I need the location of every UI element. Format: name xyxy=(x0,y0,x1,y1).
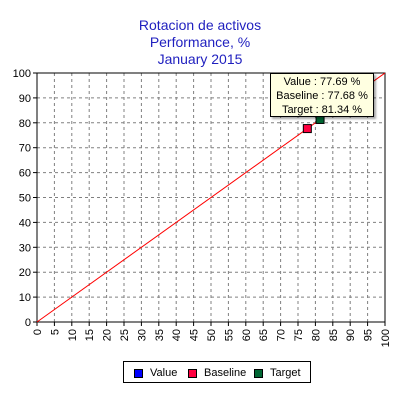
tooltip-value: Value : 77.69 % xyxy=(283,76,361,88)
legend-label-baseline: Baseline xyxy=(204,367,247,379)
x-tick-label: 35 xyxy=(154,329,166,341)
x-tick-label: 10 xyxy=(67,329,79,341)
y-tick-label: 70 xyxy=(19,143,31,155)
y-tick-label: 60 xyxy=(19,168,31,180)
y-tick-label: 90 xyxy=(19,93,31,105)
y-tick-label: 100 xyxy=(13,68,31,80)
y-tick-label: 20 xyxy=(19,267,31,279)
x-tick-label: 100 xyxy=(380,329,392,347)
legend: Value Baseline Target xyxy=(123,361,311,383)
y-tick-label: 10 xyxy=(19,292,31,304)
x-tick-label: 55 xyxy=(223,329,235,341)
x-tick-label: 25 xyxy=(119,329,131,341)
x-tick-label: 80 xyxy=(310,329,322,341)
x-tick-label: 90 xyxy=(345,329,357,341)
y-tick-label: 0 xyxy=(25,317,31,329)
x-tick-label: 75 xyxy=(293,329,305,341)
x-tick-label: 30 xyxy=(136,329,148,341)
legend-swatch-target xyxy=(254,369,263,378)
x-tick-label: 45 xyxy=(189,329,201,341)
legend-label-target: Target xyxy=(270,367,301,379)
x-tick-label: 95 xyxy=(363,329,375,341)
chart-title-line-3: January 2015 xyxy=(157,51,243,67)
y-tick-label: 30 xyxy=(19,242,31,254)
chart-title-line-1: Rotacion de activos xyxy=(138,17,262,33)
x-tick-label: 50 xyxy=(206,329,218,341)
legend-swatch-baseline xyxy=(188,369,197,378)
y-tick-label: 80 xyxy=(19,118,31,130)
x-tick-label: 0 xyxy=(32,329,44,335)
x-tick-label: 70 xyxy=(276,329,288,341)
data-tooltip: Value : 77.69 % Baseline : 77.68 % Targe… xyxy=(270,73,374,117)
x-tick-label: 85 xyxy=(328,329,340,341)
y-tick-label: 40 xyxy=(19,217,31,229)
y-tick-label: 50 xyxy=(19,193,31,205)
x-tick-label: 40 xyxy=(171,329,183,341)
tooltip-target: Target : 81.34 % xyxy=(281,104,363,116)
legend-swatch-value xyxy=(134,369,143,378)
x-tick-label: 20 xyxy=(102,329,114,341)
marker-baseline xyxy=(302,124,312,134)
x-tick-label: 15 xyxy=(84,329,96,341)
tooltip-baseline: Baseline : 77.68 % xyxy=(276,90,368,102)
x-tick-label: 5 xyxy=(49,329,61,335)
x-tick-label: 65 xyxy=(258,329,270,341)
legend-label-value: Value xyxy=(150,367,178,379)
x-tick-label: 60 xyxy=(241,329,253,341)
chart-title-line-2: Performance, % xyxy=(149,34,251,50)
